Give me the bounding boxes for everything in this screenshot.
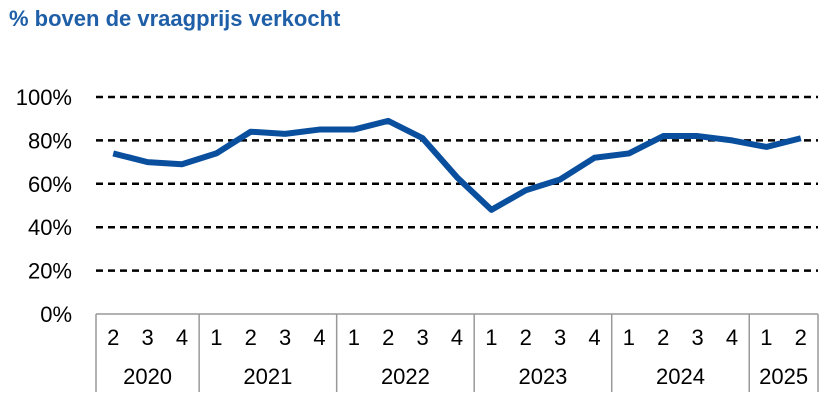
x-tick-label: 2: [520, 325, 532, 350]
y-tick-label: 40%: [28, 215, 72, 240]
x-tick-label: 2: [657, 325, 669, 350]
x-year-label: 2023: [518, 364, 567, 389]
x-tick-label: 1: [348, 325, 360, 350]
x-year-label: 2020: [123, 364, 172, 389]
x-tick-label: 3: [692, 325, 704, 350]
series-layer: [112, 117, 802, 213]
y-axis-ticks: 0% 20% 40% 60% 80% 100%: [16, 85, 72, 327]
x-tick-label: 4: [176, 325, 188, 350]
x-year-label: 2024: [656, 364, 705, 389]
x-tick-label: 4: [588, 325, 600, 350]
x-tick-label: 3: [416, 325, 428, 350]
chart-title: % boven de vraagprijs verkocht: [9, 6, 341, 31]
x-tick-label: 1: [760, 325, 772, 350]
y-tick-label: 20%: [28, 259, 72, 284]
x-tick-label: 4: [451, 325, 463, 350]
x-year-label: 2025: [759, 364, 808, 389]
y-tick-label: 100%: [16, 85, 72, 110]
gridlines: [96, 95, 818, 272]
series-line: [112, 117, 802, 213]
x-tick-label: 1: [623, 325, 635, 350]
x-year-label: 2021: [243, 364, 292, 389]
x-tick-label: 2: [107, 325, 119, 350]
x-tick-label: 3: [554, 325, 566, 350]
x-tick-label: 2: [795, 325, 807, 350]
x-tick-label: 2: [382, 325, 394, 350]
x-tick-label: 4: [313, 325, 325, 350]
x-tick-label: 1: [210, 325, 222, 350]
y-tick-label: 0%: [40, 302, 72, 327]
x-tick-label: 3: [141, 325, 153, 350]
x-year-label: 2022: [381, 364, 430, 389]
x-tick-label: 2: [245, 325, 257, 350]
y-tick-label: 80%: [28, 128, 72, 153]
y-tick-label: 60%: [28, 172, 72, 197]
x-tick-label: 4: [726, 325, 738, 350]
x-tick-label: 3: [279, 325, 291, 350]
x-tick-label: 1: [485, 325, 497, 350]
